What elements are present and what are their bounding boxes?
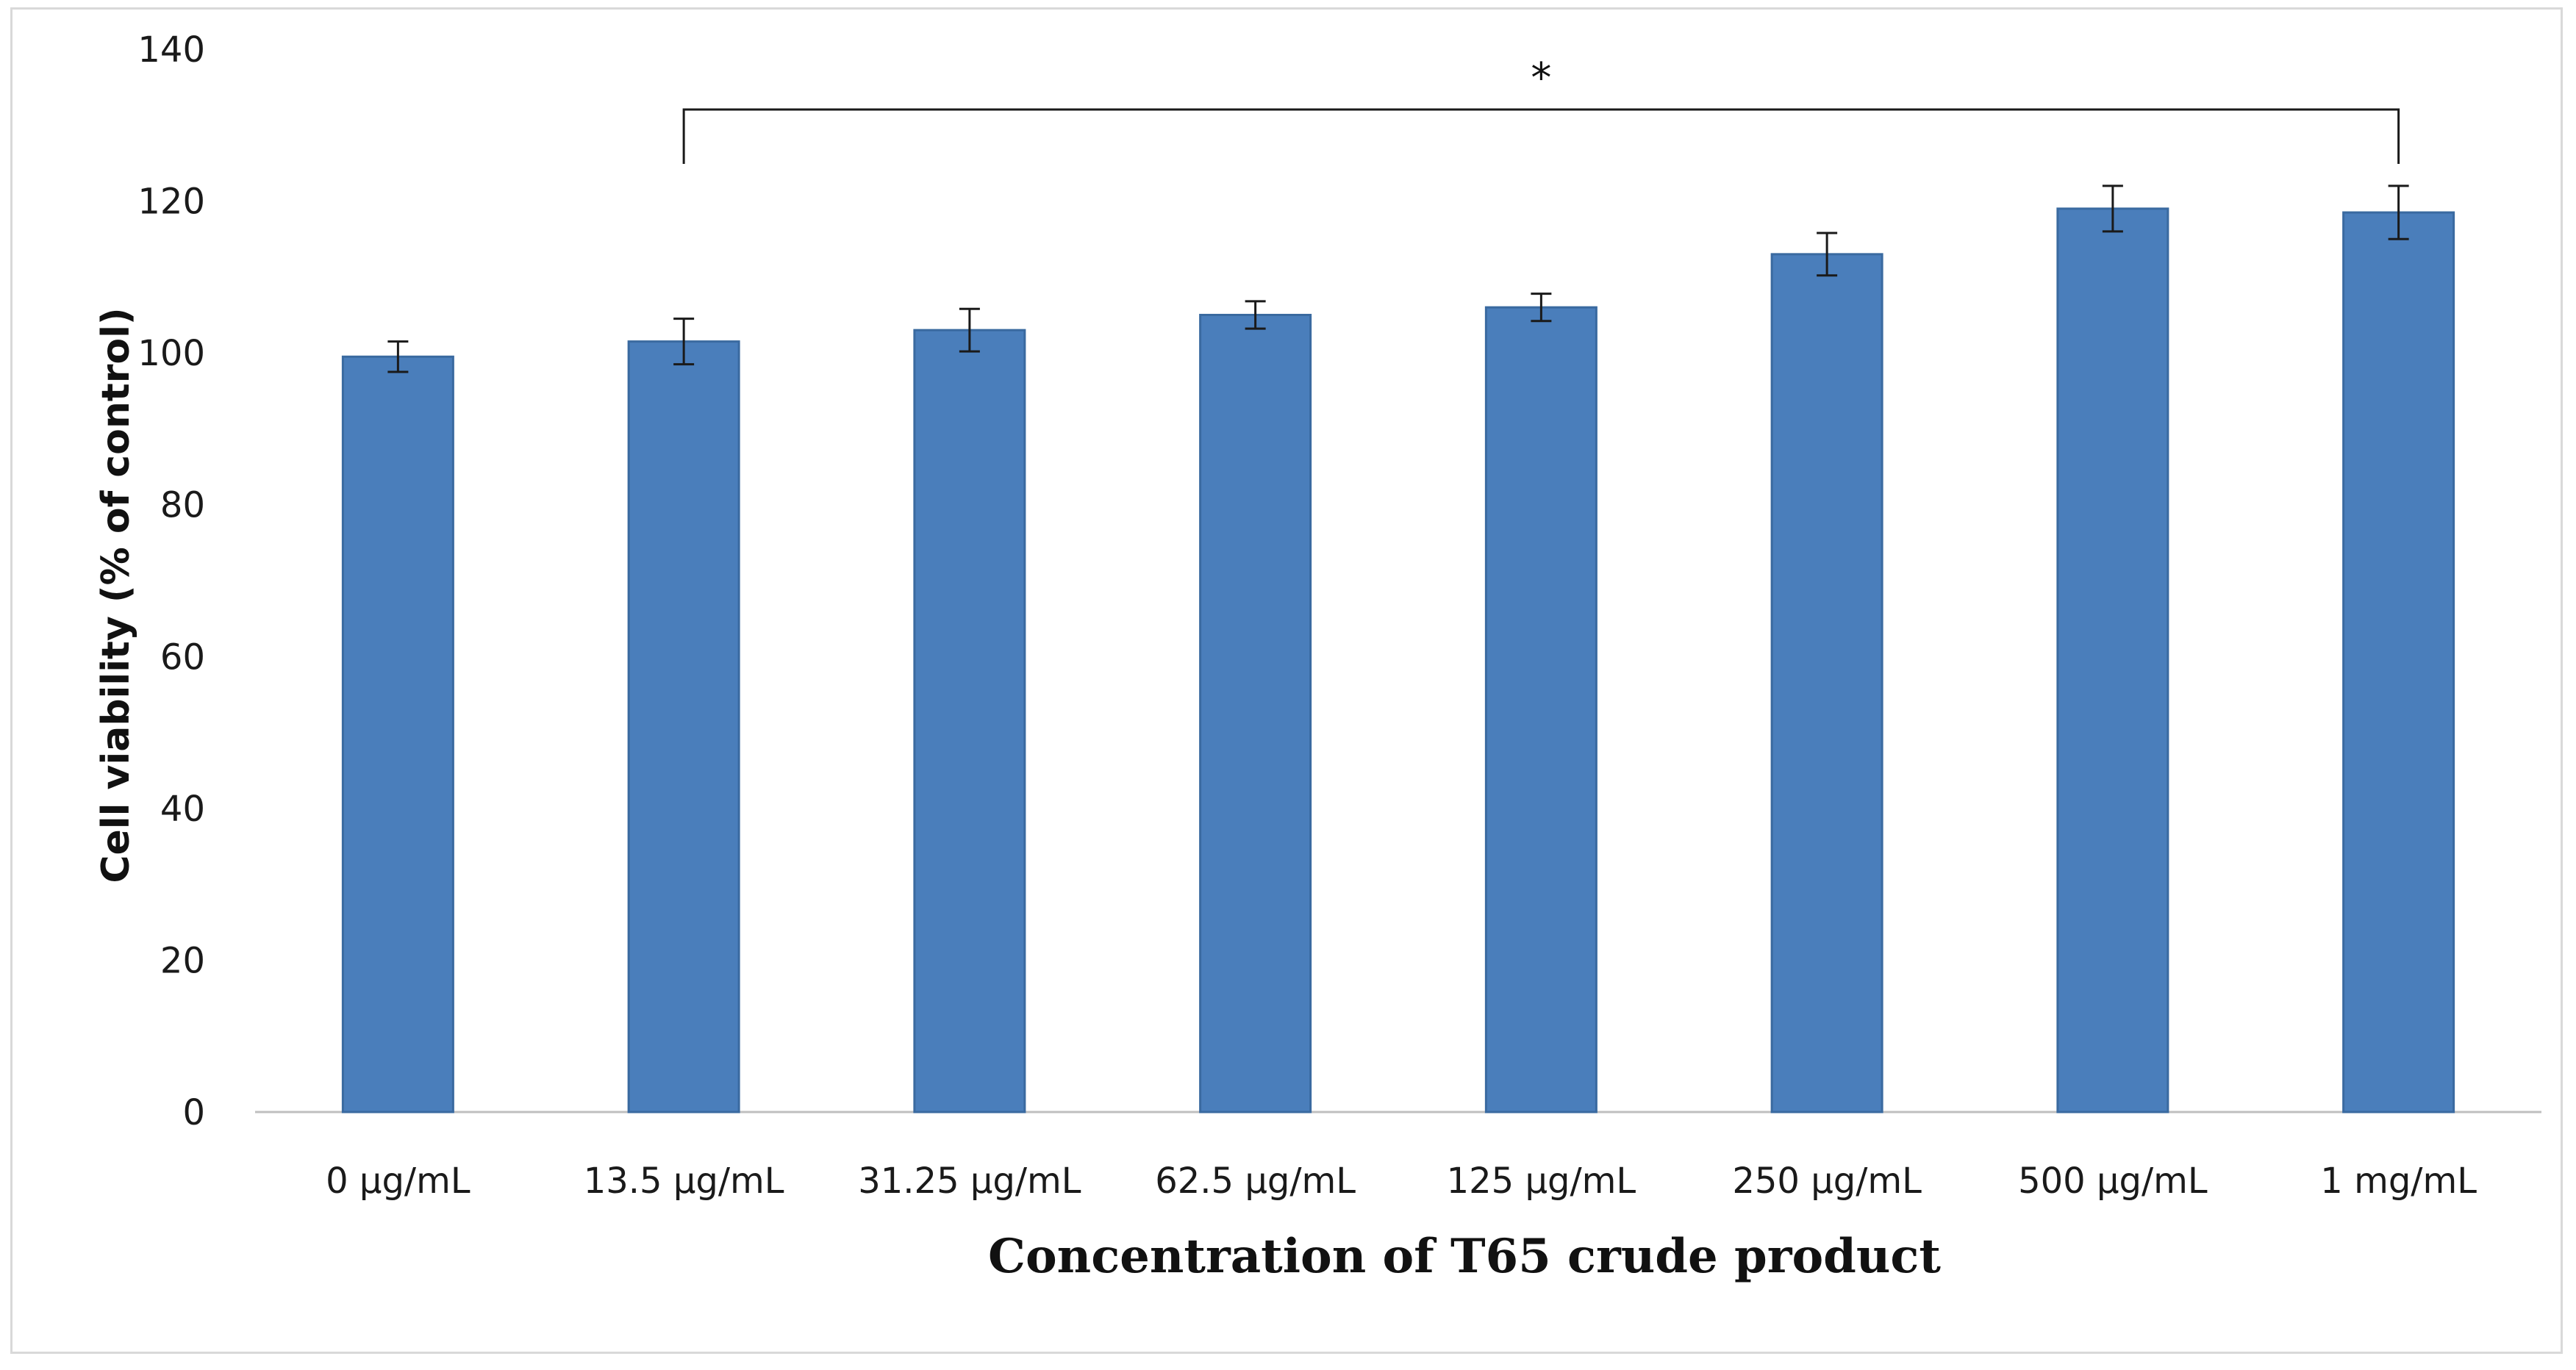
- bar: [1484, 306, 1598, 1113]
- bar: [341, 355, 454, 1113]
- bar: [1770, 253, 1883, 1113]
- x-category-label: 1 mg/mL: [2320, 1161, 2477, 1202]
- y-axis-title: Cell viability (% of control): [94, 307, 138, 883]
- x-category-label: 250 µg/mL: [1732, 1161, 1922, 1202]
- significance-label: *: [1531, 54, 1551, 102]
- x-category-label: 125 µg/mL: [1447, 1161, 1636, 1202]
- y-tick-label: 60: [160, 636, 205, 678]
- y-tick-label: 120: [137, 182, 205, 223]
- bar: [913, 329, 1026, 1113]
- x-category-label: 62.5 µg/mL: [1155, 1161, 1356, 1202]
- x-category-label: 13.5 µg/mL: [584, 1161, 784, 1202]
- x-category-label: 31.25 µg/mL: [858, 1161, 1081, 1202]
- bar: [627, 340, 740, 1113]
- y-tick-label: 80: [160, 485, 205, 526]
- y-tick-label: 140: [137, 29, 205, 71]
- bar-layer: [341, 207, 2455, 1113]
- error-bar-layer: [387, 184, 2409, 373]
- chart-frame: * 0 20 40 60 80 100 120 140 0 µg/mL 13.5 µg/mL 31.…: [10, 7, 2563, 1354]
- y-tick-label: 40: [160, 789, 205, 830]
- label-layer: 0 20 40 60 80 100 120 140 0 µg/mL 13.5 µg/mL 31.25…: [94, 29, 2477, 1284]
- bar: [1199, 314, 1312, 1113]
- y-tick-label: 20: [160, 940, 205, 981]
- significance-bracket: [682, 108, 2400, 164]
- y-tick-label: 0: [182, 1092, 205, 1133]
- bar-chart: * 0 20 40 60 80 100 120 140 0 µg/mL 13.5 µg/mL 31.…: [94, 29, 2541, 1284]
- x-category-label: 0 µg/mL: [326, 1161, 471, 1202]
- bar: [2342, 211, 2455, 1113]
- bar: [2056, 207, 2169, 1113]
- significance-layer: *: [682, 54, 2400, 164]
- x-axis-title: Concentration of T65 crude product: [988, 1229, 1941, 1284]
- x-category-label: 500 µg/mL: [2018, 1161, 2208, 1202]
- y-tick-label: 100: [137, 333, 205, 374]
